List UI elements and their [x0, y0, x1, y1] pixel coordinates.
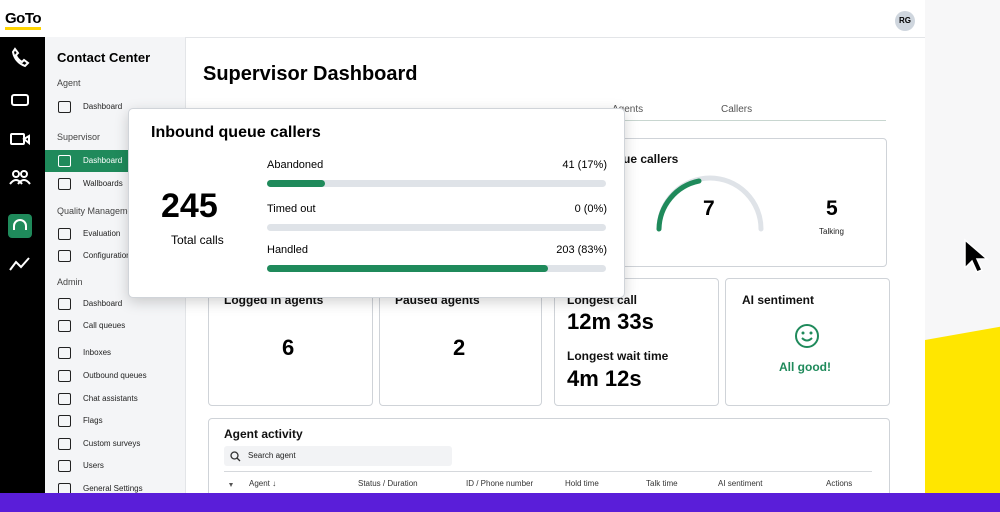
nav-icon: [58, 347, 71, 359]
yellow-shape: [925, 318, 1000, 512]
nav-icon: [58, 320, 71, 332]
analytics-icon[interactable]: [9, 257, 30, 271]
nav-icon: [58, 370, 71, 382]
bar-fill: [267, 180, 325, 187]
nav-icon: [58, 393, 71, 405]
nav-icon: [58, 298, 71, 310]
card-title: Agent activity: [224, 427, 303, 441]
rail-icons: [8, 47, 32, 271]
sentiment-status: All good!: [779, 360, 831, 374]
talking-value: 5: [826, 197, 838, 220]
table-rule: [224, 471, 872, 472]
card-label: Longest wait time: [567, 349, 669, 363]
bar-track: [267, 180, 606, 187]
row-label: Timed out: [267, 203, 316, 215]
nav-icon: [58, 415, 71, 427]
icon-rail: [0, 37, 45, 495]
times-card: Longest call 12m 33s Longest wait time 4…: [554, 278, 719, 406]
nav-icon: [58, 438, 71, 450]
cursor: [964, 238, 990, 273]
people-icon[interactable]: [9, 179, 31, 185]
waiting-value: 7: [703, 197, 715, 220]
section-heading: Quality Management: [57, 206, 141, 216]
nav-item[interactable]: Wallboards: [83, 179, 123, 188]
section-heading: Agent: [57, 78, 81, 88]
sidebar-title: Contact Center: [57, 50, 151, 65]
gauge: [656, 175, 764, 232]
column-header: Hold time: [565, 479, 599, 488]
phone-icon[interactable]: [11, 47, 30, 68]
page-title: Supervisor Dashboard: [203, 63, 418, 85]
logo[interactable]: GoTo: [5, 10, 42, 30]
video-icon[interactable]: [10, 133, 25, 145]
avatar[interactable]: RG: [895, 11, 915, 31]
row-value: 0 (0%): [574, 203, 607, 215]
inbox-icon[interactable]: [11, 94, 29, 106]
popup: Inbound queue callers 245 Total calls Ab…: [128, 108, 625, 298]
nav-icon: [58, 155, 71, 167]
tab[interactable]: Callers: [721, 104, 753, 115]
nav-icon: [58, 178, 71, 190]
popup-title: Inbound queue callers: [151, 124, 321, 141]
nav-item[interactable]: Inboxes: [83, 348, 112, 357]
column-header: AI sentiment: [718, 479, 763, 488]
card-value: 2: [453, 335, 466, 360]
row-label: Abandoned: [267, 159, 324, 171]
nav-item[interactable]: Dashboard: [83, 102, 123, 111]
search-box[interactable]: Search agent: [224, 446, 452, 466]
sentiment-card: AI sentiment All good!: [725, 278, 890, 406]
nav-item[interactable]: Custom surveys: [83, 439, 141, 448]
talking-label: Talking: [819, 227, 844, 236]
nav-item[interactable]: General Settings: [83, 484, 143, 493]
nav-item[interactable]: Configuration: [83, 251, 131, 260]
nav-item[interactable]: Outbound queues: [83, 371, 147, 380]
section-heading: Supervisor: [57, 132, 101, 142]
nav-item[interactable]: Flags: [83, 416, 103, 425]
nav-item[interactable]: Users: [83, 461, 104, 470]
headset-icon[interactable]: [8, 214, 32, 238]
stat-card: Logged in agents 6: [208, 278, 373, 406]
sort-caret: [229, 483, 233, 487]
nav-item[interactable]: Call queues: [83, 321, 126, 330]
nav-item[interactable]: Dashboard: [83, 156, 123, 165]
section-heading: Admin: [57, 277, 83, 287]
card-value: 6: [282, 335, 295, 360]
bar-fill: [267, 265, 549, 272]
nav-icon: [58, 101, 71, 113]
app-window: GoTo RG Contact Center Agent Dashboard Sup…: [0, 0, 925, 510]
nav-item[interactable]: Chat assistants: [83, 394, 138, 403]
column-header: Agent ↓: [249, 479, 277, 488]
card-title: AI sentiment: [742, 293, 815, 307]
nav-item[interactable]: Evaluation: [83, 229, 121, 238]
nav-icon: [58, 460, 71, 472]
nav-item[interactable]: Dashboard: [83, 299, 123, 308]
bottom-band: [0, 493, 1000, 512]
column-header: Talk time: [646, 479, 678, 488]
bar-track: [267, 224, 606, 231]
nav-icon: [58, 250, 71, 262]
card-value: 4m 12s: [567, 366, 642, 391]
row-label: Handled: [267, 244, 308, 256]
column-header: Actions: [826, 479, 853, 488]
card-value: 12m 33s: [567, 309, 654, 334]
search-placeholder: Search agent: [248, 451, 296, 460]
column-header: Status / Duration: [358, 479, 418, 488]
row-value: 41 (17%): [562, 159, 607, 171]
column-header: ID / Phone number: [466, 479, 534, 488]
smiley-icon: [795, 324, 819, 348]
top-bar: GoTo RG: [0, 0, 925, 38]
row-value: 203 (83%): [556, 244, 607, 256]
total-label: Total calls: [171, 233, 224, 247]
nav-icon: [58, 228, 71, 240]
tab[interactable]: Agents: [612, 104, 644, 115]
total-value: 245: [161, 187, 218, 225]
